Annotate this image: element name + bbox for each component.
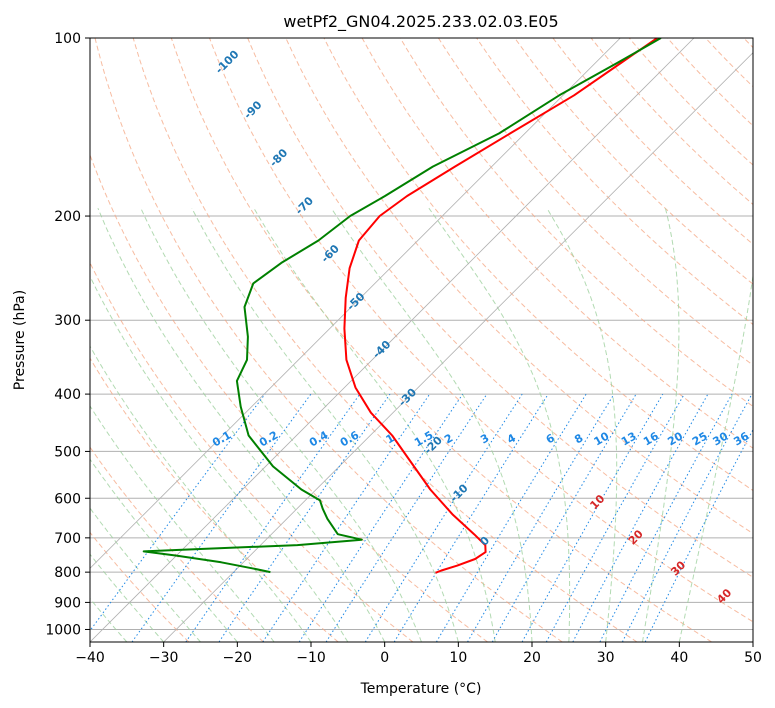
x-tick-label: −10 <box>296 650 326 666</box>
dry-adiabat-line <box>323 38 753 492</box>
dry-adiabat-line <box>399 38 753 408</box>
y-tick-label: 200 <box>54 209 81 225</box>
x-tick-label: −40 <box>75 650 105 666</box>
x-tick-label: 10 <box>449 650 467 666</box>
mixing-ratio-line <box>185 393 361 642</box>
mixing-ratio-line <box>90 393 266 632</box>
moist-adiabat-line <box>90 553 165 642</box>
mixing-ratio-line <box>545 393 685 642</box>
y-tick-label: 300 <box>54 313 81 329</box>
mixing-ratio-line <box>364 393 523 642</box>
moist-adiabat-line <box>191 207 459 642</box>
isotherm-line <box>90 38 695 642</box>
y-tick-label: 100 <box>54 31 81 47</box>
moist-adiabat-line <box>678 272 753 642</box>
moist-adiabat-line <box>428 207 571 642</box>
y-tick-label: 1000 <box>45 622 81 638</box>
x-tick-label: 30 <box>597 650 615 666</box>
dry-adiabat-line <box>552 38 753 245</box>
isotherm-line <box>90 38 621 569</box>
dry-adiabat-line <box>437 38 753 366</box>
y-tick-label: 500 <box>54 444 81 460</box>
y-tick-label: 800 <box>54 565 81 581</box>
x-tick-label: 20 <box>523 650 541 666</box>
moist-adiabat-line <box>97 208 386 642</box>
mixing-ratio-line <box>521 393 664 642</box>
dry-adiabats <box>90 38 753 642</box>
moist-adiabat-line <box>90 345 312 642</box>
x-tick-label: −20 <box>223 650 253 666</box>
moist-adiabats <box>90 207 753 642</box>
mixing-ratio-line <box>572 393 709 642</box>
dry-adiabat-line <box>247 38 753 578</box>
mixing-ratio-line <box>262 393 431 642</box>
dry-adiabat-line <box>170 38 712 642</box>
dry-adiabat-line <box>361 38 753 449</box>
dry-adiabat-line <box>90 261 414 642</box>
y-tick-label: 700 <box>54 531 81 547</box>
moist-adiabat-line <box>253 207 496 642</box>
isotherm-line <box>163 52 753 642</box>
dry-adiabat-line <box>90 531 190 642</box>
mixing-ratio-lines <box>90 393 753 642</box>
skewed-isotherms <box>90 38 753 642</box>
dry-adiabat-line <box>94 38 563 642</box>
y-axis-ticks: 100 200 300 400 500 600 700 800 900 1000 <box>45 31 90 638</box>
dewpoint-profile-line <box>142 38 662 574</box>
pressure-gridlines <box>90 38 753 630</box>
x-tick-label: 0 <box>380 650 389 666</box>
mixing-ratio-line <box>131 393 312 642</box>
temperature-profile-line <box>343 38 658 574</box>
moist-adiabat-line <box>90 458 238 642</box>
x-axis-ticks: −40 −30 −20 −10 0 10 20 30 40 50 <box>75 642 762 666</box>
y-tick-label: 900 <box>54 595 81 611</box>
mixing-ratio-line <box>298 393 464 642</box>
moist-adiabat-line <box>140 207 422 642</box>
sounding-series <box>142 38 662 574</box>
x-tick-label: −30 <box>149 650 179 666</box>
moist-adiabat-line <box>330 207 533 642</box>
mixing-ratio-line <box>325 393 488 642</box>
y-axis-title: Pressure (hPa) <box>12 290 28 390</box>
dry-adiabat-line <box>285 38 753 535</box>
dry-adiabat-line <box>132 38 638 642</box>
dry-adiabat-line <box>590 38 753 206</box>
y-tick-label: 400 <box>54 387 81 403</box>
mixing-ratio-line <box>393 393 549 642</box>
dry-adiabat-line <box>209 38 753 623</box>
x-tick-label: 50 <box>744 650 762 666</box>
moist-adiabat-line <box>90 507 201 642</box>
x-axis-title: Temperature (°C) <box>360 681 482 697</box>
dry-adiabat-line <box>90 153 488 642</box>
moist-adiabat-line <box>90 597 128 642</box>
moist-adiabat-line <box>642 208 680 642</box>
mixing-ratio-line <box>435 393 587 642</box>
plot-frame <box>89 37 754 643</box>
dry-adiabat-line <box>476 38 753 326</box>
chart-title: wetPf2_GN04.2025.233.02.03.E05 <box>283 12 558 32</box>
x-tick-label: 40 <box>670 650 688 666</box>
y-tick-label: 600 <box>54 491 81 507</box>
mixing-ratio-line <box>621 393 753 642</box>
